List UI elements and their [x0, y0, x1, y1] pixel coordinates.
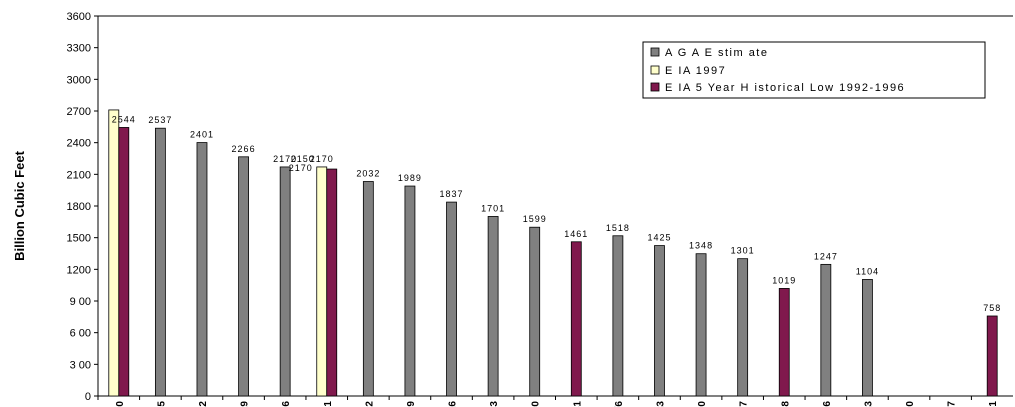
legend-label-aga: A G A E stim ate	[665, 47, 768, 59]
y-axis-label: Billion Cubic Feet	[12, 150, 27, 260]
data-label: 1247	[814, 251, 838, 261]
bar	[404, 185, 416, 397]
data-label: 2170	[273, 154, 297, 164]
y-tick-label: 1500	[67, 233, 91, 245]
y-tick-label: 6 00	[70, 328, 91, 340]
bar	[695, 253, 707, 397]
x-tick-label: 11/30	[115, 401, 126, 407]
legend-entry-eia-1997: E IA 1997	[650, 65, 726, 77]
bar	[612, 235, 624, 397]
y-tick-label: 9 00	[70, 296, 91, 308]
bar	[446, 201, 457, 397]
legend-swatch-eia-1997	[650, 65, 660, 75]
legend-entry-eia-low: E IA 5 Year H istorical Low 1992-1996	[650, 82, 905, 94]
bar	[326, 168, 338, 397]
x-tick-label: 12/31	[323, 401, 334, 407]
bar	[570, 241, 582, 397]
data-label: 1019	[772, 275, 796, 285]
bar	[108, 109, 120, 397]
x-tick-label: 1/16	[448, 401, 459, 407]
legend: A G A E stim ate E IA 1997 E IA 5 Year H…	[642, 41, 986, 99]
bar	[654, 245, 665, 397]
legend-entry-aga: A G A E stim ate	[650, 47, 768, 59]
data-label: 758	[983, 303, 1001, 313]
x-tick-label: 12/12	[198, 401, 209, 407]
y-tick-label: 3300	[67, 43, 91, 55]
y-tick-label: 3600	[67, 11, 91, 23]
x-tick-label: 3/27	[947, 401, 958, 407]
data-label: 2537	[148, 115, 172, 125]
data-label: 1701	[481, 203, 505, 213]
data-label: 1837	[440, 189, 464, 199]
y-tick-label: 3 00	[70, 359, 91, 371]
bar	[778, 288, 790, 397]
data-label: 1518	[606, 223, 630, 233]
data-label: 2266	[232, 144, 256, 154]
x-tick-label: 2/13	[655, 401, 666, 407]
data-label: 2032	[356, 169, 380, 179]
bar	[487, 216, 499, 397]
y-tick-label: 3000	[67, 74, 91, 86]
x-tick-label: 2/6	[614, 401, 625, 407]
data-label: 1301	[731, 246, 755, 256]
x-tick-label: 12/05	[156, 401, 167, 407]
bar	[820, 263, 832, 397]
data-label: 2544	[112, 114, 136, 124]
bar	[862, 279, 873, 397]
y-tick-label: 2700	[67, 106, 91, 118]
bar	[279, 166, 291, 397]
x-tick-label: 2/27	[739, 401, 750, 407]
legend-label-eia-low: E IA 5 Year H istorical Low 1992-1996	[665, 82, 905, 94]
x-tick-label: 12/26	[281, 401, 292, 407]
data-label: 2401	[190, 130, 214, 140]
data-label: 2150	[291, 154, 315, 164]
legend-label-eia-1997: E IA 1997	[665, 65, 726, 77]
data-label: 2170	[289, 163, 313, 173]
bar	[316, 166, 328, 397]
x-tick-label: 2/28	[780, 401, 791, 407]
y-tick-label: 1200	[67, 264, 91, 276]
x-tick-label: 1/23	[489, 401, 500, 407]
x-tick-label: 1/09	[406, 401, 417, 407]
legend-swatch-eia-low	[650, 82, 660, 92]
x-tick-label: 1/31	[572, 401, 583, 407]
x-tick-label: 3/20	[905, 401, 916, 407]
legend-box	[642, 41, 986, 99]
data-label: 1425	[647, 233, 671, 243]
plot-area: 0 3 00 6 00 9 00 1200 1500 1800 2100 2400 2700 300…	[67, 11, 1013, 407]
data-label: 1348	[689, 241, 713, 251]
x-tick-label: 2/20	[697, 401, 708, 407]
y-tick-label: 2100	[67, 169, 91, 181]
data-label: 1461	[564, 229, 588, 239]
bar	[362, 181, 374, 397]
y-tick-label: 2400	[67, 138, 91, 150]
bar	[196, 142, 208, 397]
x-tick-label: 1/02	[364, 401, 375, 407]
x-tick-label: 1/30	[531, 401, 542, 407]
y-tick-label: 0	[85, 391, 91, 403]
bar	[118, 127, 130, 397]
x-tick-label: 12/19	[240, 401, 251, 407]
bar	[986, 315, 998, 397]
bar	[154, 127, 166, 397]
data-label: 1599	[523, 214, 547, 224]
x-tick-label: 3/06	[822, 401, 833, 407]
legend-swatch-aga	[650, 47, 660, 57]
bar	[737, 258, 749, 397]
x-tick-label: 3/31	[988, 401, 999, 407]
data-label: 1104	[856, 266, 879, 276]
bar	[238, 156, 249, 397]
y-tick-label: 1800	[67, 201, 91, 213]
data-label: 1989	[398, 173, 422, 183]
x-tick-label: 3/13	[863, 401, 874, 407]
data-label: 2170	[310, 154, 334, 164]
bar	[529, 226, 541, 397]
